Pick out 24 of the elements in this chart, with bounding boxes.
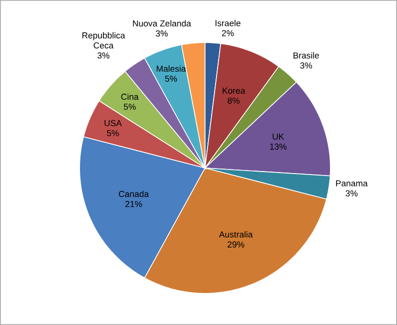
slice-label: Cina bbox=[121, 93, 139, 100]
slice-label: Israele bbox=[216, 20, 240, 26]
slice-label: Korea bbox=[222, 88, 246, 94]
slice-label: Repubblica Ceca bbox=[82, 32, 126, 49]
data-label: 5% bbox=[165, 76, 177, 82]
slice-label: Australia bbox=[219, 231, 253, 238]
data-label: 29% bbox=[228, 241, 244, 248]
slice-label: Malesia bbox=[156, 65, 186, 72]
data-label: 5% bbox=[124, 104, 136, 110]
data-label: 3% bbox=[300, 62, 312, 69]
data-label: 3% bbox=[346, 190, 358, 196]
data-label: 21% bbox=[125, 200, 142, 208]
data-label: 13% bbox=[270, 144, 287, 150]
data-label: 3% bbox=[156, 30, 168, 37]
slice-label: UK bbox=[272, 134, 284, 140]
data-label: 8% bbox=[228, 98, 240, 104]
slice-label: Nuova Zelanda bbox=[133, 20, 192, 27]
data-label: 5% bbox=[107, 130, 119, 136]
data-label: 2% bbox=[222, 30, 234, 36]
slice-label: Canada bbox=[118, 190, 149, 198]
slice-label: USA bbox=[104, 120, 122, 126]
slice-label: Brasile bbox=[294, 52, 319, 59]
slice-label: Panama bbox=[336, 180, 368, 186]
data-label: 3% bbox=[97, 52, 110, 59]
